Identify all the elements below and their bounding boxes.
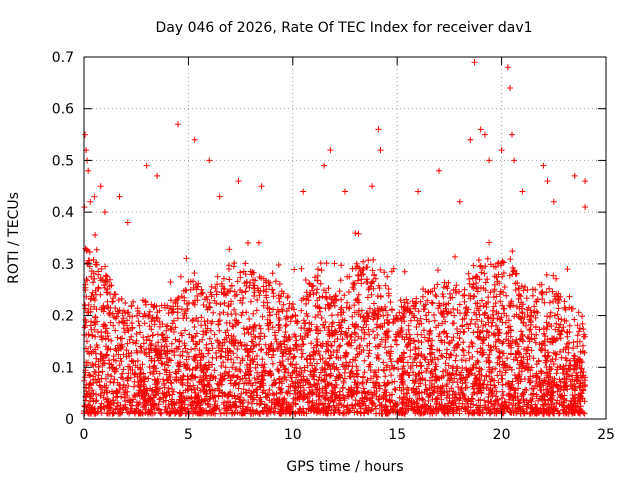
y-tick-label: 0.5 (52, 153, 74, 169)
y-axis-ticks: 0 0.1 0.2 0.3 0.4 0.5 0.6 0.7 (52, 50, 606, 428)
y-tick-label: 0.3 (52, 257, 74, 273)
y-tick-label: 0.7 (52, 50, 74, 66)
x-tick-label: 5 (184, 427, 193, 443)
y-tick-label: 0.6 (52, 102, 74, 118)
data-points (81, 59, 589, 417)
x-axis-ticks: 0 5 10 15 20 25 (80, 57, 615, 443)
x-tick-label: 0 (80, 427, 89, 443)
plot-frame (83, 56, 607, 420)
y-tick-label: 0 (65, 412, 74, 428)
y-tick-label: 0.2 (52, 309, 74, 325)
y-axis-label: ROTI / TECUs (6, 192, 22, 284)
x-tick-label: 25 (597, 427, 615, 443)
chart-title: Day 046 of 2026, Rate Of TEC Index for r… (155, 20, 532, 36)
x-tick-label: 20 (493, 427, 511, 443)
grid (84, 57, 606, 419)
x-tick-label: 15 (388, 427, 406, 443)
y-tick-label: 0.1 (52, 360, 74, 376)
x-tick-label: 10 (284, 427, 302, 443)
y-tick-label: 0.4 (52, 205, 74, 221)
x-axis-label: GPS time / hours (286, 459, 403, 475)
roti-series-markers (81, 59, 589, 417)
